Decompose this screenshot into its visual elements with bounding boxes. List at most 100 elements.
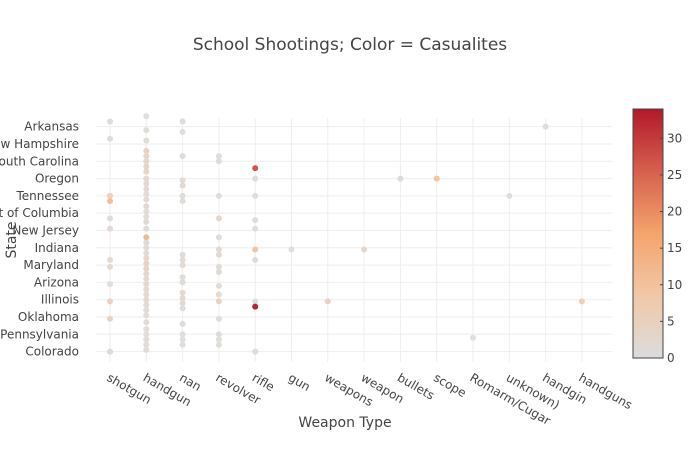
data-point[interactable] — [215, 331, 222, 338]
data-point[interactable] — [179, 341, 186, 348]
data-point[interactable] — [143, 336, 150, 343]
data-point[interactable] — [252, 298, 259, 305]
data-point[interactable] — [324, 298, 331, 305]
data-point[interactable] — [252, 192, 259, 199]
data-point[interactable] — [252, 225, 259, 232]
data-point[interactable] — [215, 234, 222, 241]
data-point[interactable] — [252, 256, 259, 263]
data-point[interactable] — [143, 113, 150, 120]
data-point[interactable] — [107, 263, 113, 270]
data-point[interactable] — [179, 192, 186, 199]
data-point[interactable] — [215, 251, 222, 258]
data-point[interactable] — [143, 147, 150, 154]
data-point[interactable] — [143, 137, 150, 144]
data-point[interactable] — [179, 305, 186, 312]
data-point[interactable] — [179, 198, 186, 205]
data-point[interactable] — [179, 279, 186, 286]
data-point[interactable] — [143, 341, 150, 348]
data-point[interactable] — [179, 331, 186, 338]
data-point[interactable] — [433, 175, 440, 182]
data-point[interactable] — [143, 296, 150, 303]
data-point[interactable] — [215, 158, 222, 165]
data-point[interactable] — [143, 180, 150, 187]
data-point[interactable] — [361, 246, 368, 253]
data-point[interactable] — [143, 275, 150, 282]
data-point[interactable] — [107, 225, 113, 232]
data-point[interactable] — [179, 251, 186, 258]
data-point[interactable] — [107, 298, 113, 305]
data-point[interactable] — [143, 265, 150, 272]
data-point[interactable] — [143, 203, 150, 210]
data-point[interactable] — [107, 118, 113, 125]
data-point[interactable] — [179, 336, 186, 343]
data-point[interactable] — [143, 301, 150, 308]
data-point[interactable] — [143, 175, 150, 182]
data-point[interactable] — [143, 163, 150, 170]
data-point[interactable] — [143, 234, 150, 241]
data-point[interactable] — [215, 298, 222, 305]
data-point[interactable] — [143, 260, 150, 267]
data-point[interactable] — [179, 300, 186, 307]
data-point[interactable] — [215, 192, 222, 199]
data-point[interactable] — [179, 262, 186, 269]
data-point[interactable] — [143, 326, 150, 333]
data-point[interactable] — [179, 320, 186, 327]
data-point[interactable] — [215, 315, 222, 322]
data-point[interactable] — [179, 153, 186, 160]
data-point[interactable] — [107, 198, 113, 205]
data-point[interactable] — [215, 246, 222, 253]
data-point[interactable] — [288, 246, 295, 253]
data-point[interactable] — [252, 303, 259, 310]
data-point[interactable] — [107, 256, 113, 263]
data-point[interactable] — [252, 246, 259, 253]
data-point[interactable] — [143, 185, 150, 192]
data-point[interactable] — [107, 135, 113, 142]
data-point[interactable] — [252, 217, 259, 224]
data-point[interactable] — [143, 249, 150, 256]
data-point[interactable] — [470, 334, 476, 341]
data-point[interactable] — [143, 158, 150, 165]
data-point[interactable] — [215, 282, 222, 289]
data-point[interactable] — [542, 123, 549, 130]
data-point[interactable] — [143, 196, 150, 203]
data-point[interactable] — [143, 291, 150, 298]
data-point[interactable] — [578, 298, 585, 305]
data-point[interactable] — [107, 281, 113, 288]
data-point[interactable] — [143, 191, 150, 198]
data-point[interactable] — [215, 153, 222, 160]
data-point[interactable] — [506, 192, 513, 199]
data-point[interactable] — [252, 165, 259, 172]
data-point[interactable] — [143, 307, 150, 314]
data-point[interactable] — [143, 312, 150, 319]
data-point[interactable] — [179, 118, 186, 125]
data-point[interactable] — [143, 239, 150, 246]
data-point[interactable] — [107, 315, 113, 322]
data-point[interactable] — [143, 255, 150, 262]
data-point[interactable] — [107, 348, 113, 355]
data-point[interactable] — [179, 182, 186, 189]
data-point[interactable] — [143, 168, 150, 175]
data-point[interactable] — [179, 177, 186, 184]
data-point[interactable] — [143, 346, 150, 353]
data-point[interactable] — [179, 294, 186, 301]
data-point[interactable] — [107, 192, 113, 199]
data-point[interactable] — [215, 215, 222, 222]
data-point[interactable] — [143, 213, 150, 220]
data-point[interactable] — [143, 270, 150, 277]
data-point[interactable] — [215, 263, 222, 270]
data-point[interactable] — [107, 215, 113, 222]
data-point[interactable] — [143, 281, 150, 288]
data-point[interactable] — [143, 244, 150, 251]
data-point[interactable] — [252, 175, 259, 182]
data-point[interactable] — [143, 218, 150, 225]
data-point[interactable] — [143, 225, 150, 232]
data-point[interactable] — [143, 208, 150, 215]
data-point[interactable] — [397, 175, 404, 182]
data-point[interactable] — [143, 153, 150, 160]
data-point[interactable] — [143, 127, 150, 134]
data-point[interactable] — [215, 291, 222, 298]
data-point[interactable] — [143, 331, 150, 338]
data-point[interactable] — [215, 336, 222, 343]
data-point[interactable] — [179, 128, 186, 135]
data-point[interactable] — [179, 289, 186, 296]
